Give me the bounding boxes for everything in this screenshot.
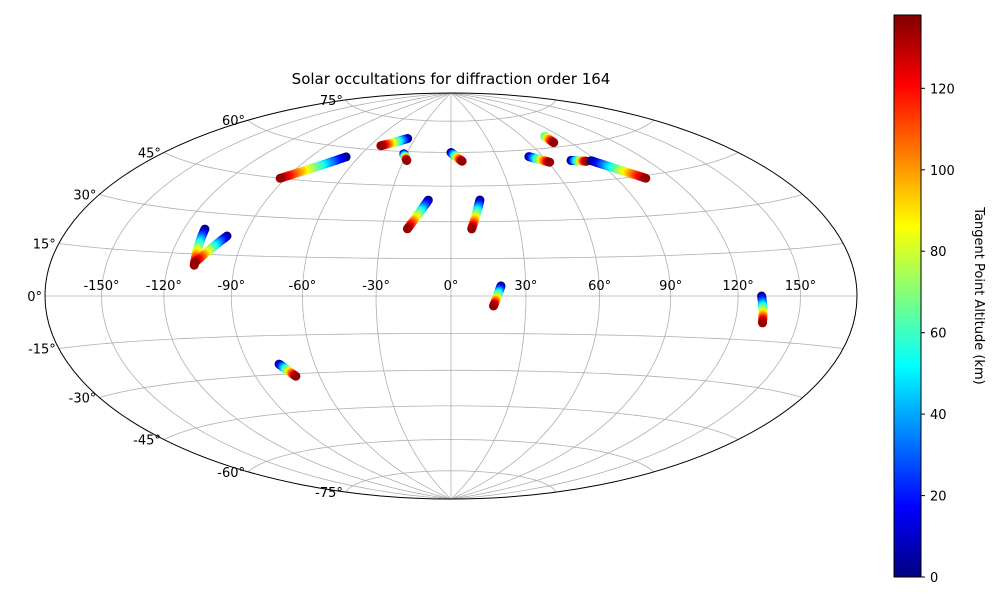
occultation-track [586, 156, 651, 183]
occultation-track [757, 291, 768, 328]
occultation-track [190, 231, 232, 267]
colorbar-tick-label: 120 [930, 82, 955, 97]
latitude-tick-label: -60° [217, 466, 245, 481]
track-point [190, 257, 200, 267]
longitude-tick-label: -60° [289, 279, 317, 294]
track-point [275, 173, 285, 183]
longitude-tick-label: 120° [722, 279, 753, 294]
parallel-gridline [99, 194, 803, 223]
track-point [376, 141, 386, 151]
colorbar: 0 20 40 60 80 100 120 Tangent Point Altitude (… [893, 14, 986, 586]
occultation-track [467, 195, 485, 234]
latitude-tick-label: 15° [33, 238, 56, 253]
parallel-gridline [163, 405, 739, 440]
parallel-gridline [58, 333, 844, 349]
chart-title: Solar occultations for diffraction order… [292, 70, 611, 88]
track-point [457, 156, 467, 166]
parallel-gridline [345, 470, 557, 493]
longitude-tick-label: -30° [362, 279, 390, 294]
longitude-tick-label: 0° [444, 279, 459, 294]
occultation-track [489, 281, 506, 311]
latitude-tick-label: -45° [133, 434, 161, 449]
colorbar-gradient [893, 14, 922, 578]
occultation-tracks [189, 131, 768, 381]
colorbar-tick-label: 40 [930, 408, 947, 423]
parallel-gridline [163, 152, 739, 187]
latitude-tick-labels: 75° 60° 45° 30° 15° 0° -15° -30° -45° -60° -75° [27, 94, 343, 501]
latitude-tick-label: 60° [222, 114, 245, 129]
longitude-tick-label: -150° [83, 279, 119, 294]
track-point [489, 301, 498, 311]
track-point [758, 318, 767, 328]
latitude-tick-label: -30° [69, 392, 97, 407]
colorbar-tick-label: 100 [930, 164, 955, 179]
track-point [549, 138, 559, 148]
colorbar-ticks: 0 20 40 60 80 100 120 [921, 82, 955, 586]
longitude-tick-label: 150° [785, 279, 816, 294]
track-point [545, 157, 555, 167]
colorbar-tick-label: 20 [930, 490, 947, 505]
track-point [291, 371, 301, 381]
longitude-tick-labels: -150° -120° -90° -60° -30° 0° 30° 60° 90° 120° 150… [83, 279, 816, 294]
map-boundary [44, 92, 858, 500]
occultation-track [446, 148, 467, 166]
occultation-track [524, 152, 555, 167]
occultation-track [566, 155, 592, 166]
longitude-tick-label: -90° [217, 279, 245, 294]
latitude-tick-label: 75° [320, 94, 343, 109]
parallel-gridline [58, 243, 844, 259]
longitude-tick-label: 30° [514, 279, 537, 294]
longitude-tick-label: -120° [146, 279, 182, 294]
track-point [641, 173, 651, 183]
parallel-gridline [247, 439, 655, 473]
longitude-tick-label: 90° [659, 279, 682, 294]
track-point [402, 224, 412, 234]
occultation-track [274, 359, 301, 381]
colorbar-tick-label: 60 [930, 327, 947, 342]
occultation-track [399, 149, 412, 165]
latitude-tick-label: 0° [27, 290, 42, 305]
longitude-tick-label: 60° [588, 279, 611, 294]
track-point [402, 156, 412, 165]
occultation-track [540, 131, 559, 148]
occultation-track [402, 195, 433, 234]
colorbar-tick-label: 80 [930, 245, 947, 260]
colorbar-tick-label: 0 [930, 571, 938, 586]
latitude-tick-label: 30° [73, 189, 96, 204]
latitude-tick-label: -75° [315, 486, 343, 501]
parallel-gridline [345, 99, 557, 122]
latitude-tick-label: -15° [28, 343, 56, 358]
occultation-track [376, 134, 413, 151]
track-point [467, 224, 477, 234]
occultation-track [275, 152, 351, 183]
parallel-gridline [99, 369, 803, 398]
colorbar-label: Tangent Point Altitude (km) [971, 206, 986, 384]
latitude-tick-label: 45° [138, 147, 161, 162]
